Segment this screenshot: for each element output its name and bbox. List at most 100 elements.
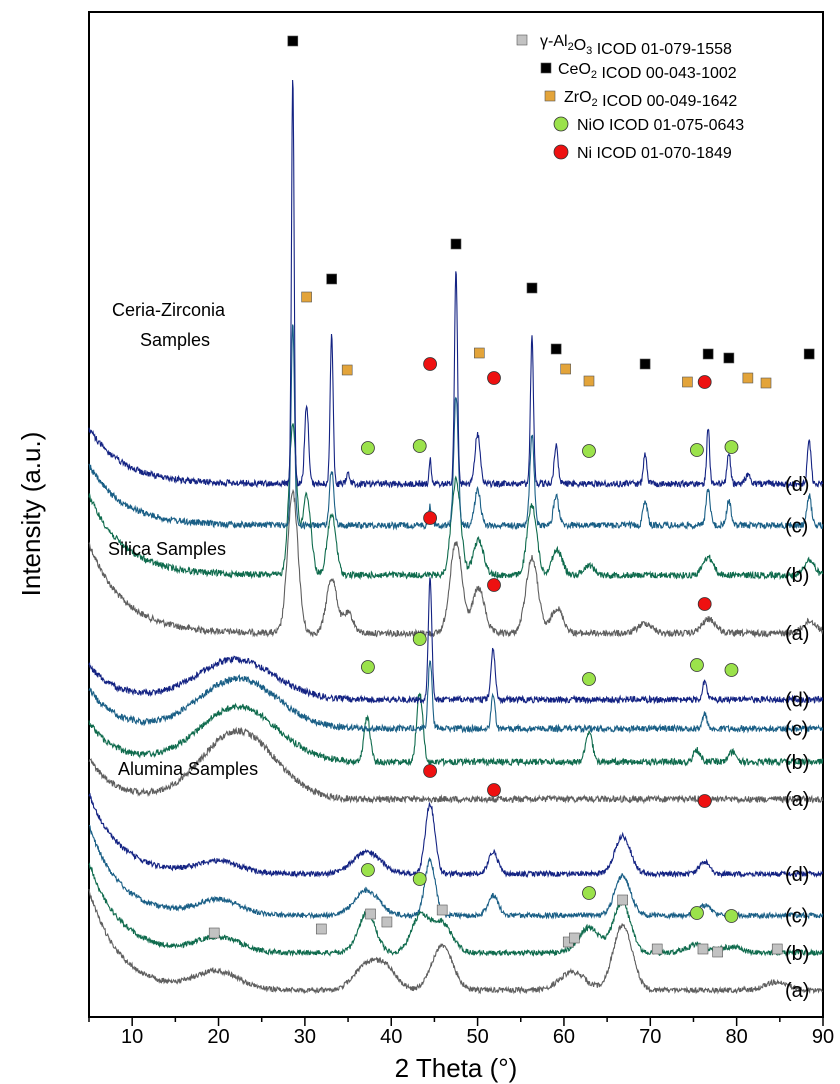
ceria-zirconia-group-label: Samples [140, 330, 210, 350]
ceria-zirconia-zro2-marker [583, 375, 595, 387]
alumina-series-label-a: (a) [785, 980, 809, 1002]
ceria-zirconia-zro2-marker [682, 376, 693, 388]
y-axis-title: Intensity (a.u.) [16, 432, 46, 597]
series-layer [88, 79, 824, 995]
alumina-al2o3-marker [617, 894, 628, 906]
alumina-group-label: Alumina Samples [118, 759, 258, 779]
ceria-zirconia-nio-marker [361, 441, 375, 455]
silica-series-label-a: (a) [785, 789, 809, 811]
alumina-nio-marker [361, 863, 375, 877]
alumina-al2o3-marker [315, 923, 327, 935]
legend-al2o3-label: γ-Al2O3 ICOD 01-079-1558 [540, 33, 732, 58]
silica-series-b [88, 692, 824, 768]
alumina-al2o3-marker [381, 916, 393, 928]
ceria-zirconia-zro2-marker [742, 372, 754, 384]
ceria-zirconia-ceo2-marker [723, 352, 735, 364]
alumina-series-label-c: (c) [785, 905, 808, 927]
legend-nio-marker [553, 116, 569, 132]
alumina-al2o3-marker [208, 927, 220, 939]
alumina-ni-marker [487, 783, 501, 797]
ceria-zirconia-nio-marker [724, 440, 739, 454]
alumina-nio-marker [724, 909, 739, 923]
marker-layer [208, 35, 815, 958]
alumina-nio-marker [412, 872, 427, 886]
legend-al2o3-marker [516, 34, 528, 46]
alumina-nio-marker [582, 886, 596, 900]
alumina-al2o3-marker [712, 946, 723, 958]
legend: γ-Al2O3 ICOD 01-079-1558 CeO2 ICOD 00-043… [516, 33, 744, 162]
ceria-zirconia-ceo2-marker [326, 273, 337, 285]
alumina-series-d [88, 792, 824, 879]
ceria-zirconia-ceo2-marker [526, 282, 538, 294]
ceria-zirconia-ceo2-marker [803, 348, 815, 360]
alumina-al2o3-marker [569, 932, 580, 944]
silica-nio-marker [412, 632, 427, 646]
ceria-zirconia-nio-marker [582, 444, 596, 458]
alumina-al2o3-marker [436, 904, 448, 916]
x-tick-label: 30 [294, 1026, 316, 1048]
ceria-zirconia-series-label-a: (a) [785, 623, 809, 645]
silica-ni-marker [423, 511, 437, 525]
alumina-series-c [89, 824, 824, 920]
silica-ni-marker [487, 578, 501, 592]
x-tick-label: 20 [207, 1026, 229, 1048]
alumina-al2o3-marker [651, 943, 663, 955]
silica-series-label-d: (d) [785, 690, 809, 712]
alumina-series-label-d: (d) [785, 864, 809, 886]
alumina-ni-marker [697, 794, 712, 808]
legend-zro2-label: ZrO2 ICOD 00-049-1642 [564, 89, 737, 110]
ceria-zirconia-ni-marker [487, 371, 501, 385]
silica-group-label: Silica Samples [108, 539, 226, 559]
ceria-zirconia-zro2-marker [760, 377, 772, 389]
x-axis: 10 20 30 40 50 60 70 80 90 [88, 1017, 834, 1048]
ceria-zirconia-series-c [88, 324, 824, 531]
ceria-zirconia-series-label-b: (b) [785, 565, 809, 587]
legend-nio-label: NiO ICOD 01-075-0643 [577, 117, 744, 134]
legend-ceo2-marker [540, 62, 552, 74]
x-tick-label: 40 [380, 1026, 402, 1048]
silica-series-c [88, 660, 824, 734]
plot-frame [88, 11, 824, 1018]
silica-series-label-c: (c) [785, 719, 808, 741]
silica-nio-marker [690, 658, 704, 672]
alumina-nio-marker [690, 906, 704, 920]
ceria-zirconia-zro2-marker [301, 291, 312, 303]
ceria-zirconia-nio-marker [690, 443, 704, 457]
ceria-zirconia-ni-marker [423, 357, 437, 371]
silica-nio-marker [582, 672, 596, 686]
ceria-zirconia-ceo2-marker [450, 238, 462, 250]
alumina-series-label-b: (b) [785, 943, 809, 965]
alumina-series-a [88, 888, 824, 995]
ceria-zirconia-zro2-marker [560, 363, 571, 375]
x-axis-title: 2 Theta (°) [395, 1053, 518, 1083]
legend-ceo2-label: CeO2 ICOD 00-043-1002 [558, 61, 737, 82]
x-tick-label: 60 [553, 1026, 575, 1048]
label-layer: (a) (b) (c) (d) (a) (b) (c) (d) (a) (b) (c) (d) Ceri… [108, 300, 809, 1002]
x-tick-label: 70 [639, 1026, 661, 1048]
alumina-al2o3-marker [771, 943, 783, 955]
ceria-zirconia-group-label: Ceria-Zirconia [112, 300, 226, 320]
ceria-zirconia-ni-marker [697, 375, 712, 389]
silica-nio-marker [724, 663, 739, 677]
ceria-zirconia-series-d [88, 79, 824, 489]
ceria-zirconia-ceo2-marker [639, 358, 651, 370]
x-tick-label: 80 [726, 1026, 748, 1048]
x-tick-label: 10 [121, 1026, 143, 1048]
alumina-al2o3-marker [365, 908, 376, 920]
ceria-zirconia-series-b [88, 423, 824, 581]
ceria-zirconia-zro2-marker [341, 364, 353, 376]
ceria-zirconia-ceo2-marker [550, 343, 562, 355]
x-tick-label: 90 [812, 1026, 834, 1048]
legend-ni-label: Ni ICOD 01-070-1849 [577, 145, 732, 162]
x-tick-label: 50 [466, 1026, 488, 1048]
alumina-al2o3-marker [697, 943, 709, 955]
alumina-ni-marker [423, 764, 437, 778]
ceria-zirconia-nio-marker [412, 439, 427, 453]
ceria-zirconia-series-label-d: (d) [785, 474, 809, 496]
ceria-zirconia-series-a [88, 488, 824, 639]
ceria-zirconia-zro2-marker [474, 347, 485, 359]
ceria-zirconia-ceo2-marker [702, 348, 714, 360]
legend-ni-marker [553, 144, 569, 160]
silica-series-d [88, 577, 824, 705]
